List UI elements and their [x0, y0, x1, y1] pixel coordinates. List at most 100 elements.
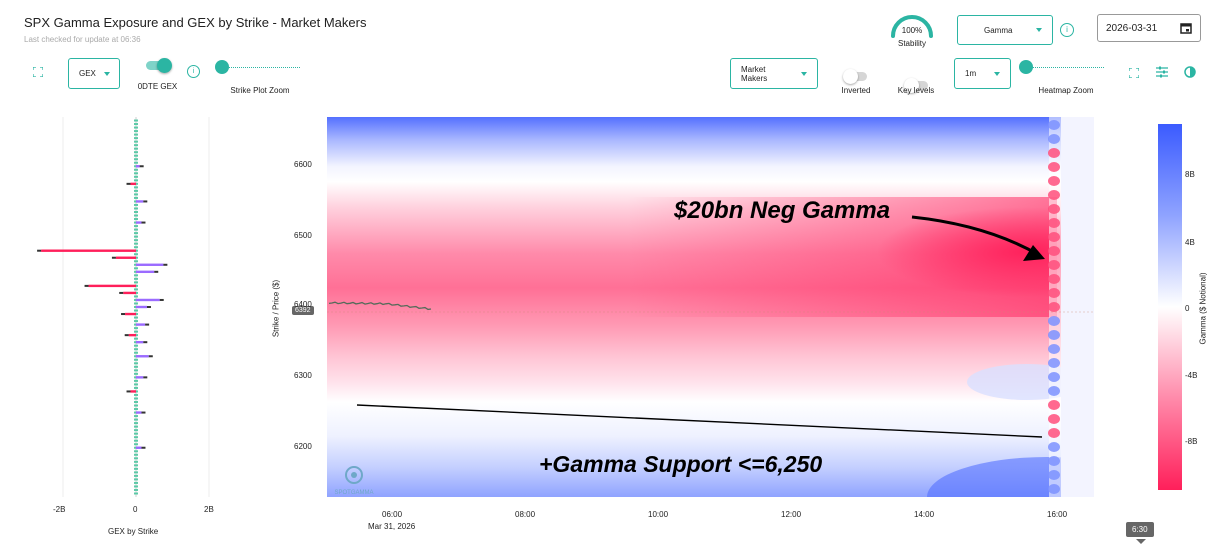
colorbar-label: Gamma ($ Notional)	[1198, 272, 1208, 345]
heatmap-xtick: 08:00	[515, 510, 536, 519]
spotgamma-logo-icon	[345, 466, 363, 484]
strike-tick	[134, 158, 138, 161]
gex-bar-end-marker	[141, 446, 146, 449]
chevron-down-icon	[801, 71, 807, 76]
gex-bar-end-marker	[141, 411, 146, 414]
settings-sliders-icon[interactable]	[1156, 66, 1168, 78]
strike-tick	[134, 404, 138, 407]
inverted-toggle[interactable]	[843, 69, 867, 84]
gex-bar	[136, 446, 142, 449]
strike-tick	[134, 189, 138, 192]
gex-select[interactable]: GEX	[68, 58, 120, 89]
strike-tick	[134, 246, 138, 249]
edge-strike-dot	[1048, 120, 1060, 130]
strike-tick	[134, 351, 138, 354]
edge-strike-dot	[1048, 344, 1060, 354]
strike-tick	[134, 309, 138, 312]
strike-tick	[134, 397, 138, 400]
gex-bar	[115, 256, 136, 259]
strike-tick	[134, 369, 138, 372]
heatmap-ytick: 6300	[294, 371, 312, 380]
gex-bar-end-marker	[84, 284, 89, 287]
strike-tick	[134, 429, 138, 432]
strike-tick	[134, 186, 138, 189]
neg-gamma-annotation: $20bn Neg Gamma	[674, 197, 891, 224]
edge-strike-dot	[1048, 456, 1060, 466]
strike-tick	[134, 130, 138, 133]
gex-bar-end-marker	[143, 376, 148, 379]
strike-tick	[134, 144, 138, 147]
measure-select[interactable]: Gamma	[957, 15, 1053, 45]
strike-tick	[134, 242, 138, 245]
chevron-down-icon	[994, 71, 1000, 76]
heatmap-ytick: 6600	[294, 160, 312, 169]
time-tooltip: 6:30	[1126, 522, 1154, 537]
odte-gex-toggle[interactable]	[146, 58, 172, 73]
strike-tick	[134, 450, 138, 453]
strike-tick	[134, 232, 138, 235]
edge-strike-dot	[1048, 288, 1060, 298]
gex-by-strike-chart	[37, 117, 210, 497]
gex-xtick: 2B	[204, 505, 214, 514]
strike-zoom-label: Strike Plot Zoom	[230, 86, 290, 95]
gex-bar-end-marker	[121, 313, 126, 316]
info-icon[interactable]: i	[1060, 23, 1074, 37]
strike-tick	[134, 460, 138, 463]
edge-strike-dot	[1048, 162, 1060, 172]
strike-tick	[134, 337, 138, 340]
strike-tick	[134, 453, 138, 456]
gex-bar-end-marker	[126, 182, 131, 185]
strike-tick	[134, 372, 138, 375]
strike-tick	[134, 267, 138, 270]
heatmap-ytick: 6400	[294, 300, 312, 309]
strike-tick	[134, 137, 138, 140]
strike-tick	[134, 316, 138, 319]
strike-tick	[134, 211, 138, 213]
interval-select[interactable]: 1m	[954, 58, 1011, 89]
pos-gamma-annotation: +Gamma Support <=6,250	[539, 451, 823, 477]
contrast-icon[interactable]	[1184, 66, 1196, 78]
key-levels-toggle[interactable]	[904, 78, 928, 93]
calendar-icon[interactable]	[1180, 22, 1192, 34]
expand-icon[interactable]	[33, 67, 43, 77]
strike-tick	[134, 302, 138, 305]
strike-tick	[134, 457, 138, 460]
gex-bar	[136, 263, 164, 266]
heatmap-zoom-slider-knob[interactable]	[1019, 60, 1033, 74]
strike-tick	[134, 327, 138, 330]
heatmap-ylabel: Strike / Price ($)	[271, 279, 281, 338]
expand-icon[interactable]	[1129, 68, 1139, 78]
strike-tick	[134, 235, 138, 238]
strike-tick	[134, 348, 138, 351]
heatmap-ytick: 6500	[294, 231, 312, 240]
strike-tick	[134, 464, 138, 467]
page-title: SPX Gamma Exposure and GEX by Strike - M…	[24, 15, 367, 30]
chevron-down-icon	[103, 71, 110, 76]
gex-select-value: GEX	[79, 69, 96, 78]
strike-tick	[134, 225, 138, 228]
strike-tick	[134, 123, 138, 126]
strike-zoom-slider-knob[interactable]	[215, 60, 229, 74]
key-levels-label: Key levels	[897, 86, 935, 95]
strike-tick	[134, 207, 138, 210]
gex-bar	[136, 200, 144, 203]
strike-tick	[134, 126, 138, 129]
last-checked-text: Last checked for update at 06:36	[24, 35, 141, 44]
info-icon[interactable]: i	[187, 65, 200, 78]
edge-strike-dot	[1048, 428, 1060, 438]
strike-zoom-slider[interactable]	[222, 67, 300, 71]
heatmap-zoom-slider[interactable]	[1026, 67, 1104, 71]
gex-bar	[41, 249, 136, 252]
gex-bar	[136, 376, 144, 379]
tooltip-pointer	[1136, 539, 1146, 544]
gex-bar-end-marker	[126, 390, 131, 393]
heatmap-xtick: 12:00	[781, 510, 802, 519]
participant-select[interactable]: Market Makers	[730, 58, 818, 89]
gex-bar-end-marker	[154, 270, 159, 273]
spotgamma-watermark: SPOTGAMMA	[334, 490, 374, 496]
strike-tick	[134, 133, 138, 136]
date-input[interactable]: 2026-03-31	[1097, 14, 1201, 42]
edge-strike-dot	[1048, 218, 1060, 228]
strike-tick	[134, 203, 138, 206]
colorbar-tick: 4B	[1185, 238, 1195, 247]
